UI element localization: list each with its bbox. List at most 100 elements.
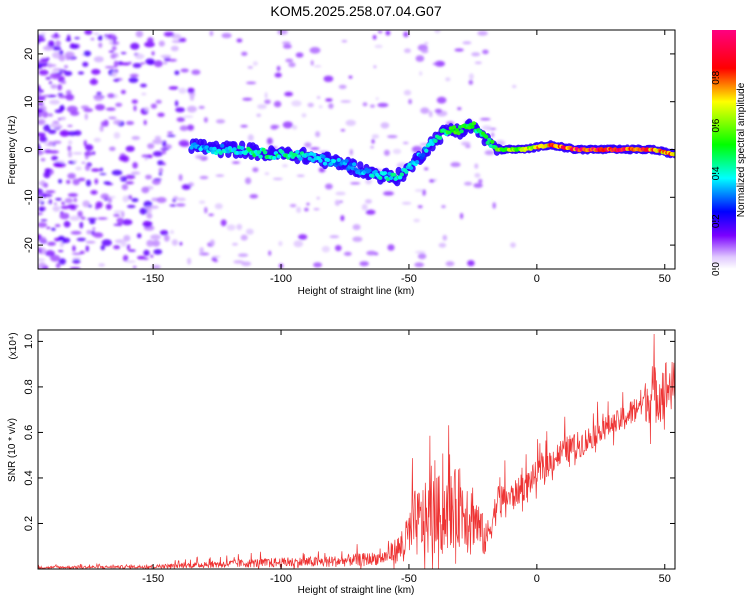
noise-blob: [510, 242, 516, 248]
y-tick-label: -10: [23, 189, 35, 205]
noise-blob: [93, 56, 104, 63]
noise-blob: [38, 102, 44, 106]
noise-blob: [100, 245, 106, 251]
noise-blob: [132, 265, 137, 269]
noise-blob: [340, 100, 352, 103]
noise-blob: [105, 203, 112, 210]
noise-blob: [67, 193, 78, 197]
noise-blob: [291, 100, 302, 107]
ridge-core: [295, 149, 300, 154]
noise-blob: [245, 177, 252, 185]
noise-blob: [108, 39, 114, 45]
noise-blob: [53, 202, 57, 206]
noise-blob: [93, 137, 101, 143]
noise-blob: [402, 141, 409, 145]
noise-blob: [146, 239, 154, 247]
noise-blob: [141, 92, 147, 96]
noise-blob: [157, 112, 165, 118]
noise-blob: [313, 65, 322, 68]
noise-blob: [72, 259, 81, 264]
noise-blob: [66, 105, 78, 113]
noise-blob: [43, 182, 49, 188]
noise-blob: [424, 167, 429, 171]
noise-blob: [273, 100, 282, 108]
noise-blob: [111, 46, 117, 51]
noise-blob: [140, 62, 146, 65]
noise-blob: [150, 103, 157, 109]
noise-blob: [109, 146, 116, 151]
ridge-core: [454, 128, 460, 133]
noise-blob: [91, 68, 101, 75]
noise-blob: [170, 45, 179, 52]
noise-blob: [335, 245, 342, 252]
noise-blob: [58, 69, 67, 73]
noise-blob: [85, 240, 96, 244]
ridge-signal: [188, 118, 675, 187]
noise-blob: [212, 255, 221, 258]
y-tick-label: 0.4: [23, 470, 35, 485]
noise-blob: [457, 107, 462, 111]
noise-blob: [153, 60, 163, 68]
noise-blob: [44, 168, 52, 173]
noise-blob: [392, 148, 402, 155]
noise-blob: [478, 178, 483, 184]
noise-blob: [77, 177, 86, 182]
noise-blob: [256, 113, 262, 118]
noise-blob: [48, 199, 52, 205]
noise-blob: [232, 242, 238, 246]
noise-blob: [41, 193, 53, 197]
noise-blob: [282, 121, 293, 129]
noise-blob: [289, 204, 297, 208]
noise-blob: [45, 64, 57, 67]
noise-blob: [68, 140, 73, 145]
ridge-core: [399, 172, 404, 177]
noise-blob: [468, 79, 473, 85]
noise-blob: [83, 140, 87, 147]
ridge-core: [470, 124, 475, 129]
noise-blob: [95, 104, 105, 111]
noise-blob: [387, 135, 398, 139]
noise-blob: [74, 37, 80, 40]
noise-blob: [62, 129, 66, 137]
noise-blob: [429, 179, 435, 183]
noise-blob: [203, 117, 208, 123]
noise-blob: [104, 66, 116, 69]
noise-blob: [39, 89, 44, 93]
noise-blob: [158, 40, 165, 47]
noise-blob: [323, 75, 334, 83]
noise-blob: [420, 107, 430, 114]
noise-blob: [42, 94, 50, 97]
noise-blob: [48, 113, 53, 117]
noise-blob: [387, 244, 395, 251]
noise-blob: [264, 92, 268, 99]
noise-blob: [49, 99, 60, 105]
noise-blob: [38, 37, 46, 42]
noise-blob: [90, 190, 98, 195]
noise-blob: [55, 197, 62, 201]
ridge-core: [408, 165, 414, 170]
noise-blob: [93, 94, 104, 102]
noise-blob: [123, 235, 131, 242]
noise-blob: [58, 95, 68, 99]
noise-blob: [64, 65, 68, 69]
ridge-core: [471, 121, 477, 126]
ridge-core: [212, 146, 217, 151]
snr-multiplier: (x10⁴): [8, 332, 19, 359]
noise-blob: [38, 207, 45, 212]
ridge-core: [272, 156, 277, 160]
noise-blob: [189, 95, 195, 101]
noise-blob: [436, 96, 447, 104]
noise-blob: [127, 204, 136, 209]
noise-blob: [40, 200, 45, 205]
noise-blob: [55, 40, 61, 47]
noise-blob: [81, 161, 86, 164]
noise-blob: [58, 258, 66, 265]
noise-blob: [71, 257, 82, 260]
ridge-core: [438, 135, 443, 140]
noise-blob: [58, 54, 66, 62]
noise-blob: [434, 30, 441, 34]
noise-blob: [191, 69, 201, 75]
noise-blob: [72, 245, 76, 252]
noise-blob: [105, 107, 116, 111]
noise-blob: [473, 183, 483, 188]
